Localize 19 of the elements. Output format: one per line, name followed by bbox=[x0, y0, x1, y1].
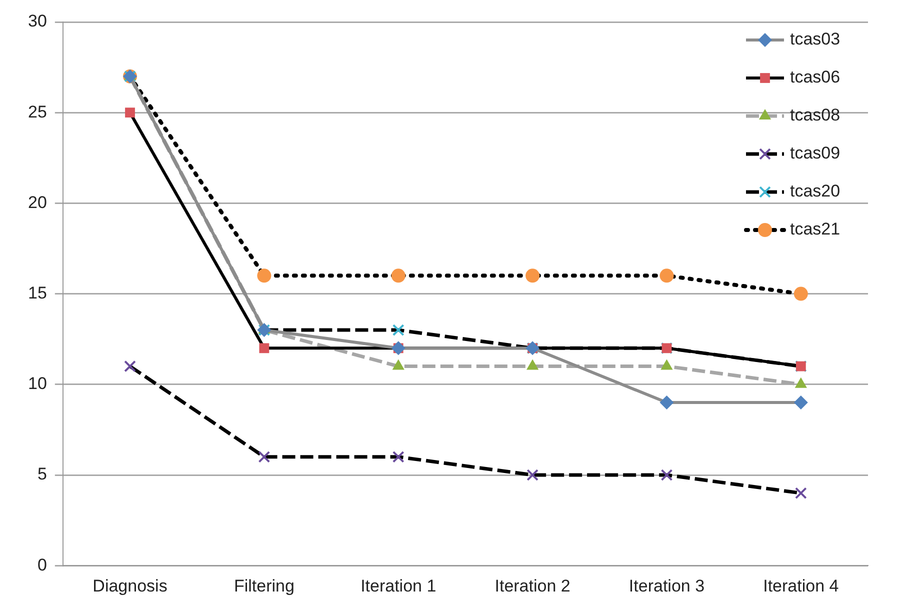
x-tick-label: Iteration 2 bbox=[494, 576, 570, 596]
legend-label: tcas08 bbox=[790, 106, 840, 125]
y-tick-label: 5 bbox=[37, 464, 47, 484]
x-tick-label: Iteration 1 bbox=[360, 576, 436, 596]
y-tick-label: 25 bbox=[28, 102, 47, 122]
legend-label: tcas06 bbox=[790, 68, 840, 87]
x-tick-label: Filtering bbox=[234, 576, 294, 596]
y-tick-label: 15 bbox=[28, 283, 47, 302]
legend-label: tcas03 bbox=[790, 30, 840, 49]
x-tick-label: Iteration 3 bbox=[628, 576, 705, 596]
legend-label: tcas20 bbox=[790, 182, 840, 201]
y-tick-label: 20 bbox=[28, 192, 47, 212]
y-tick-label: 30 bbox=[28, 12, 47, 31]
legend-label: tcas09 bbox=[790, 144, 840, 163]
x-tick-label: Iteration 4 bbox=[763, 576, 839, 596]
y-tick-label: 10 bbox=[28, 374, 47, 394]
y-tick-label: 0 bbox=[37, 555, 47, 574]
legend-label: tcas21 bbox=[790, 220, 840, 239]
x-tick-label: Diagnosis bbox=[92, 576, 168, 596]
